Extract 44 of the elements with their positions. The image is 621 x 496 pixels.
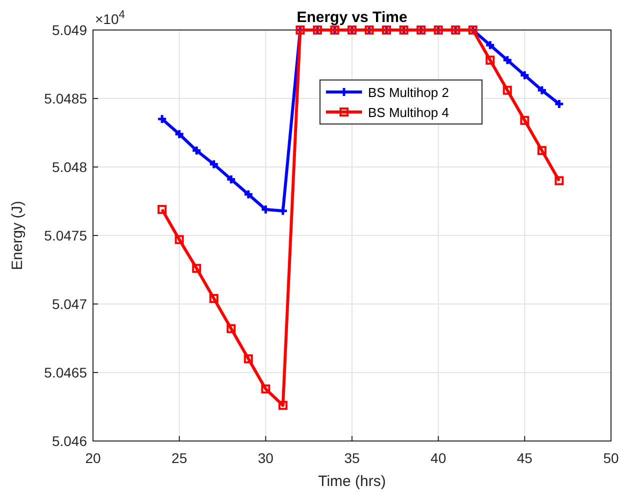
y-tick-label: 5.0485 <box>44 90 88 106</box>
x-tick-label: 45 <box>516 450 533 466</box>
point <box>192 264 202 273</box>
x-tick-label: 50 <box>603 450 619 466</box>
point <box>244 354 253 364</box>
y-tick-label: 5.0465 <box>44 364 88 380</box>
y-tick-label: 5.047 <box>52 296 88 312</box>
point <box>208 159 220 170</box>
y-axis-title: Energy (J) <box>9 200 26 270</box>
point <box>209 294 218 304</box>
point <box>261 384 270 394</box>
point <box>537 146 546 156</box>
y-tick-label: 5.048 <box>52 159 88 175</box>
point <box>502 54 513 66</box>
point <box>243 189 254 200</box>
point <box>158 204 167 214</box>
point <box>554 176 564 186</box>
x-tick-label: 35 <box>344 450 360 466</box>
point <box>502 86 512 95</box>
x-tick-label: 40 <box>430 450 446 466</box>
point <box>174 128 185 140</box>
legend-label: BS Multihop 4 <box>368 105 449 120</box>
y-tick-label: 5.0475 <box>44 228 88 244</box>
x-tick-label: 30 <box>258 450 274 466</box>
x-tick-label: 25 <box>172 450 188 466</box>
point <box>484 40 496 50</box>
text: ×10$^{4}$ <box>95 9 125 27</box>
chart-title: Energy vs Time <box>296 9 408 26</box>
point <box>260 204 271 215</box>
point <box>278 206 288 216</box>
point <box>226 174 236 185</box>
x-axis-title: Time (hrs) <box>318 473 386 490</box>
legend-label: BS Multihop 2 <box>368 85 449 100</box>
x-tick-label: 20 <box>85 450 101 466</box>
point <box>226 324 236 334</box>
point <box>174 235 184 244</box>
point <box>191 145 202 156</box>
y-tick-label: 5.049 <box>52 22 88 38</box>
point <box>278 400 288 410</box>
point <box>486 56 495 65</box>
y-tick-label: 5.046 <box>52 433 88 449</box>
point <box>520 116 530 125</box>
point <box>536 85 548 96</box>
point <box>519 70 530 80</box>
